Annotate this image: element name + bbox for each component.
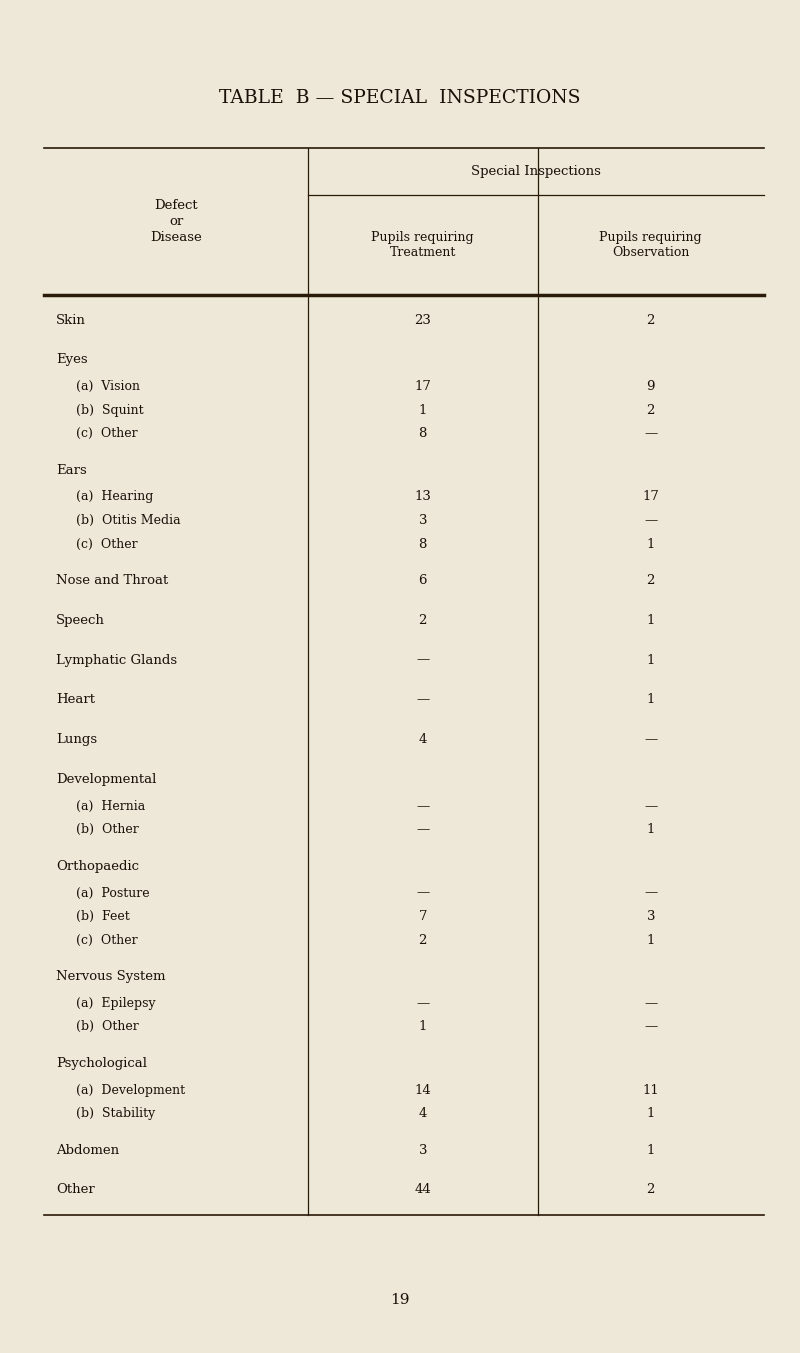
Text: (b)  Squint: (b) Squint [76, 403, 144, 417]
Text: 19: 19 [390, 1293, 410, 1307]
Text: —: — [644, 886, 658, 900]
Text: Pupils requiring: Pupils requiring [371, 230, 474, 244]
Text: 1: 1 [646, 823, 655, 836]
Text: 1: 1 [646, 1143, 655, 1157]
Text: 1: 1 [646, 537, 655, 551]
Text: (b)  Feet: (b) Feet [76, 911, 130, 923]
Text: —: — [644, 514, 658, 528]
Text: 13: 13 [414, 491, 431, 503]
Text: (a)  Hearing: (a) Hearing [76, 491, 154, 503]
Text: 3: 3 [418, 514, 427, 528]
Text: 1: 1 [646, 653, 655, 667]
Text: 4: 4 [418, 733, 427, 746]
Text: Speech: Speech [56, 614, 105, 626]
Text: Lungs: Lungs [56, 733, 97, 746]
Text: 3: 3 [418, 1143, 427, 1157]
Text: 23: 23 [414, 314, 431, 326]
Text: Orthopaedic: Orthopaedic [56, 859, 139, 873]
Text: (b)  Otitis Media: (b) Otitis Media [76, 514, 181, 528]
Text: Special Inspections: Special Inspections [471, 165, 601, 179]
Text: 1: 1 [646, 693, 655, 706]
Text: 9: 9 [646, 380, 655, 394]
Text: —: — [416, 693, 430, 706]
Text: Abdomen: Abdomen [56, 1143, 119, 1157]
Text: 1: 1 [418, 403, 427, 417]
Text: 1: 1 [646, 614, 655, 626]
Text: 2: 2 [646, 403, 655, 417]
Text: 17: 17 [642, 491, 659, 503]
Text: Psychological: Psychological [56, 1057, 147, 1070]
Text: (a)  Development: (a) Development [76, 1084, 185, 1097]
Text: Ears: Ears [56, 464, 86, 476]
Text: Nervous System: Nervous System [56, 970, 166, 984]
Text: Developmental: Developmental [56, 773, 156, 786]
Text: 2: 2 [418, 934, 427, 947]
Text: —: — [416, 886, 430, 900]
Text: Eyes: Eyes [56, 353, 88, 367]
Text: 11: 11 [642, 1084, 659, 1097]
Text: or: or [169, 215, 183, 229]
Text: —: — [416, 997, 430, 1009]
Text: (b)  Other: (b) Other [76, 823, 138, 836]
Text: Observation: Observation [612, 246, 690, 260]
Text: —: — [644, 428, 658, 440]
Text: 4: 4 [418, 1107, 427, 1120]
Text: Other: Other [56, 1184, 94, 1196]
Text: 1: 1 [418, 1020, 427, 1034]
Text: 44: 44 [414, 1184, 431, 1196]
Text: —: — [416, 823, 430, 836]
Text: (a)  Hernia: (a) Hernia [76, 800, 146, 813]
Text: TABLE  B — SPECIAL  INSPECTIONS: TABLE B — SPECIAL INSPECTIONS [219, 89, 581, 107]
Text: Treatment: Treatment [390, 246, 456, 260]
Text: (b)  Other: (b) Other [76, 1020, 138, 1034]
Text: Skin: Skin [56, 314, 86, 326]
Text: —: — [644, 1020, 658, 1034]
Text: 8: 8 [418, 537, 427, 551]
Text: 17: 17 [414, 380, 431, 394]
Text: Nose and Throat: Nose and Throat [56, 574, 168, 587]
Text: —: — [416, 800, 430, 813]
Text: 2: 2 [646, 1184, 655, 1196]
Text: 2: 2 [418, 614, 427, 626]
Text: 1: 1 [646, 934, 655, 947]
Text: 2: 2 [646, 314, 655, 326]
Text: Pupils requiring: Pupils requiring [599, 230, 702, 244]
Text: —: — [416, 653, 430, 667]
Text: (c)  Other: (c) Other [76, 934, 138, 947]
Text: (a)  Vision: (a) Vision [76, 380, 140, 394]
Text: (a)  Epilepsy: (a) Epilepsy [76, 997, 156, 1009]
Text: 7: 7 [418, 911, 427, 923]
Text: 6: 6 [418, 574, 427, 587]
Text: (c)  Other: (c) Other [76, 537, 138, 551]
Text: —: — [644, 997, 658, 1009]
Text: (a)  Posture: (a) Posture [76, 886, 150, 900]
Text: 14: 14 [414, 1084, 431, 1097]
Text: —: — [644, 800, 658, 813]
Text: Heart: Heart [56, 693, 95, 706]
Text: Disease: Disease [150, 231, 202, 244]
Text: Lymphatic Glands: Lymphatic Glands [56, 653, 177, 667]
Text: (b)  Stability: (b) Stability [76, 1107, 155, 1120]
Text: 3: 3 [646, 911, 655, 923]
Text: —: — [644, 733, 658, 746]
Text: 1: 1 [646, 1107, 655, 1120]
Text: 8: 8 [418, 428, 427, 440]
Text: (c)  Other: (c) Other [76, 428, 138, 440]
Text: 2: 2 [646, 574, 655, 587]
Text: Defect: Defect [154, 199, 198, 212]
